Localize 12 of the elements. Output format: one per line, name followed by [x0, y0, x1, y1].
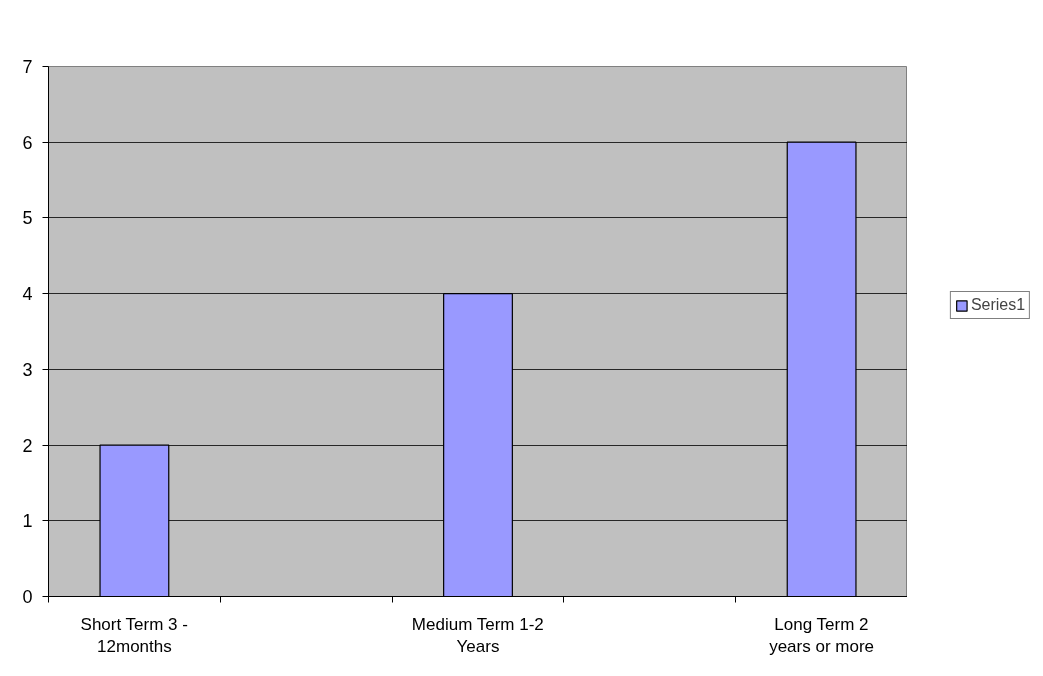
y-tick-label: 2 [22, 435, 33, 456]
y-tick-label: 7 [22, 57, 33, 77]
legend-label: Series1 [970, 296, 1026, 314]
y-tick-label: 0 [22, 587, 33, 607]
y-tick-label: 4 [22, 284, 33, 305]
x-tick-label: Long Term 2 years or more [769, 614, 875, 657]
x-tick-label: Short Term 3 - 12months [80, 614, 188, 657]
y-tick-label: 6 [22, 132, 33, 153]
y-tick-label: 1 [22, 511, 33, 532]
y-tick-label: 3 [22, 359, 33, 380]
x-tick-label: Medium Term 1-2 Years [411, 614, 544, 657]
y-tick-label: 5 [22, 208, 33, 229]
